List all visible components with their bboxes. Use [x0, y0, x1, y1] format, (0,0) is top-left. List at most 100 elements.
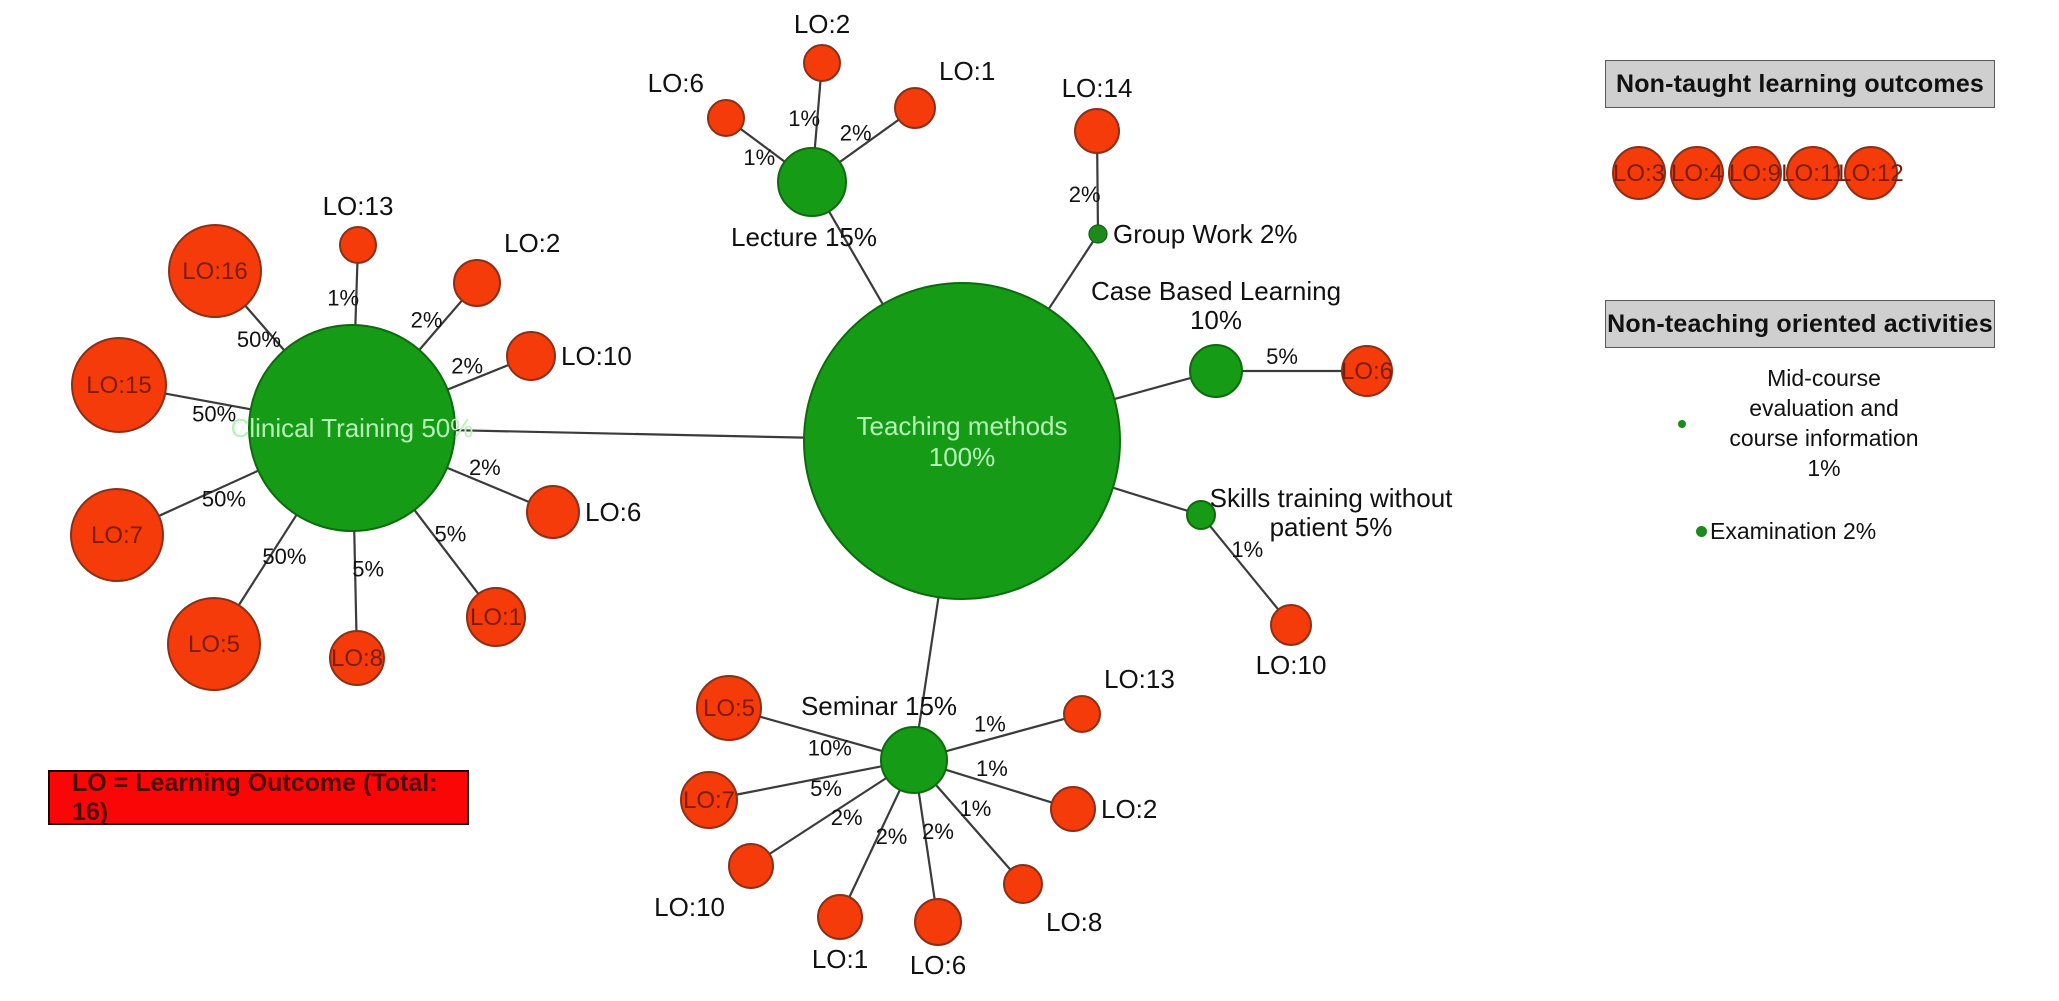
non-taught-label: LO:4 — [1671, 160, 1723, 187]
edge-percent-label: 50% — [262, 544, 306, 569]
lo-node-lo7[interactable] — [70, 488, 164, 582]
non-taught-label: LO:9 — [1729, 160, 1781, 187]
hub-label-clinical-training: Clinical Training 50% — [231, 413, 474, 443]
legend-item-examination: Examination 2% — [1696, 518, 1876, 545]
lo-label: LO:5 — [703, 695, 755, 722]
lo-node-lo13[interactable] — [1063, 695, 1101, 733]
non-taught-label: LO:11 — [1781, 160, 1845, 187]
edge-percent-label: 5% — [434, 521, 466, 546]
lo-label: LO:13 — [323, 191, 394, 221]
legend-mid-course-text: Mid-course evaluation and course informati… — [1689, 364, 1959, 484]
lo-label: LO:16 — [182, 258, 247, 285]
hub-label-skills-training: Skills training without patient 5% — [1210, 483, 1454, 542]
legend-note-line: Mid-course — [1767, 365, 1881, 391]
edge-root-clinical-training — [454, 429, 805, 439]
edge-seminar-LO10-4 — [768, 777, 887, 855]
lo-label: LO:8 — [331, 645, 383, 672]
edge-percent-label: 1% — [974, 712, 1006, 737]
edge-root-lecture — [828, 210, 884, 305]
lo-node-lo5[interactable] — [696, 675, 762, 741]
edge-percent-label: 5% — [810, 776, 842, 801]
non-taught-node-lo9[interactable] — [1728, 146, 1782, 200]
hub-node-clinical-training[interactable] — [248, 324, 456, 532]
edge-percent-label: 2% — [451, 353, 483, 378]
edge-seminar-LO2-3 — [945, 768, 1053, 804]
hub-node-lecture[interactable] — [777, 147, 847, 217]
lo-node-lo6[interactable] — [707, 99, 745, 137]
edge-percent-label: 1% — [743, 145, 775, 170]
edge-clinical-training-LO16-0 — [244, 304, 286, 352]
hub-label-case-based-learning: Case Based Learning 10% — [1091, 276, 1341, 335]
lo-label: LO:6 — [585, 497, 641, 527]
non-taught-node-lo4[interactable] — [1670, 146, 1724, 200]
edge-clinical-training-LO13-1 — [354, 262, 359, 326]
lo-node-lo14[interactable] — [1074, 108, 1120, 154]
lo-node-lo1[interactable] — [894, 87, 936, 129]
root-label: Teaching methods 100% — [856, 411, 1067, 472]
edge-root-group-work — [1047, 240, 1094, 310]
lo-node-lo8[interactable] — [329, 630, 385, 686]
edge-clinical-training-LO2-2 — [418, 299, 463, 351]
lo-node-lo10[interactable] — [506, 331, 556, 381]
lo-node-lo2[interactable] — [453, 259, 501, 307]
lo-node-lo1[interactable] — [817, 894, 863, 940]
non-taught-node-lo3[interactable] — [1612, 146, 1666, 200]
lo-label: LO:15 — [86, 372, 151, 399]
lo-label: LO:5 — [188, 631, 240, 658]
lo-node-lo10[interactable] — [1270, 604, 1312, 646]
lo-node-lo1[interactable] — [466, 587, 526, 647]
green-dot-icon — [1696, 526, 1707, 537]
lo-node-lo16[interactable] — [168, 224, 262, 318]
panel-non-teaching-title: Non-teaching oriented activities — [1607, 309, 1993, 338]
hub-node-group-work[interactable] — [1088, 224, 1108, 244]
edge-lecture-LO2-1 — [813, 80, 822, 149]
lo-node-lo6[interactable] — [526, 485, 580, 539]
green-dot-icon — [1678, 419, 1686, 428]
edge-root-case-based-learning — [1114, 376, 1192, 401]
lo-label: LO:1 — [939, 56, 995, 86]
hub-node-seminar[interactable] — [880, 726, 948, 794]
edge-percent-label: 1% — [1231, 537, 1263, 562]
lo-label: LO:2 — [1101, 794, 1157, 824]
lo-node-lo10[interactable] — [728, 843, 774, 889]
lo-node-lo6[interactable] — [1341, 345, 1393, 397]
lo-label: LO:1 — [812, 944, 868, 974]
edge-percent-label: 1% — [960, 796, 992, 821]
lo-node-lo13[interactable] — [339, 226, 377, 264]
edge-seminar-LO13-1 — [945, 717, 1065, 753]
panel-non-teaching-activities: Non-teaching oriented activities — [1605, 300, 1995, 348]
hub-label-group-work: Group Work 2% — [1113, 219, 1297, 249]
edge-percent-label: 50% — [237, 327, 281, 352]
hub-node-case-based-learning[interactable] — [1189, 344, 1243, 398]
lo-label: LO:7 — [91, 522, 143, 549]
hub-node-skills-training[interactable] — [1186, 500, 1216, 530]
hub-label-lecture: Lecture 15% — [731, 222, 877, 252]
lo-node-lo15[interactable] — [71, 337, 167, 433]
edge-labels: 50%1%2%2%50%2%50%5%50%5%1%1%2%2%5%1%10%1… — [192, 106, 1298, 849]
edge-clinical-training-LO8-9 — [353, 530, 358, 632]
edge-lecture-LO6-0 — [739, 127, 786, 163]
lo-label: LO:1 — [470, 604, 522, 631]
lo-node-lo8[interactable] — [1003, 864, 1043, 904]
lo-label: LO:8 — [1046, 907, 1102, 937]
lo-node-lo6[interactable] — [914, 898, 962, 946]
edge-seminar-LO1-6 — [848, 789, 901, 898]
key-label: LO = Learning Outcome (Total: 16) — [72, 768, 438, 826]
lo-label: LO:6 — [648, 68, 704, 98]
edge-percent-label: 50% — [202, 486, 246, 511]
non-taught-node-lo12[interactable] — [1844, 146, 1898, 200]
lo-label: LO:7 — [683, 787, 735, 814]
lo-node-lo2[interactable] — [803, 44, 841, 82]
edge-root-skills-training — [1112, 486, 1188, 512]
lo-node-lo7[interactable] — [680, 771, 738, 829]
edge-percent-label: 2% — [411, 307, 443, 332]
lo-node-lo2[interactable] — [1050, 786, 1096, 832]
lo-node-lo5[interactable] — [167, 597, 261, 691]
lo-label: LO:13 — [1104, 664, 1175, 694]
non-taught-node-lo11[interactable] — [1786, 146, 1840, 200]
edge-percent-label: 5% — [1266, 344, 1298, 369]
lo-label: LO:2 — [794, 9, 850, 39]
edge-clinical-training-LO10-3 — [447, 363, 510, 391]
edge-percent-label: 50% — [192, 402, 236, 427]
root-node-teaching-methods[interactable] — [803, 282, 1121, 600]
